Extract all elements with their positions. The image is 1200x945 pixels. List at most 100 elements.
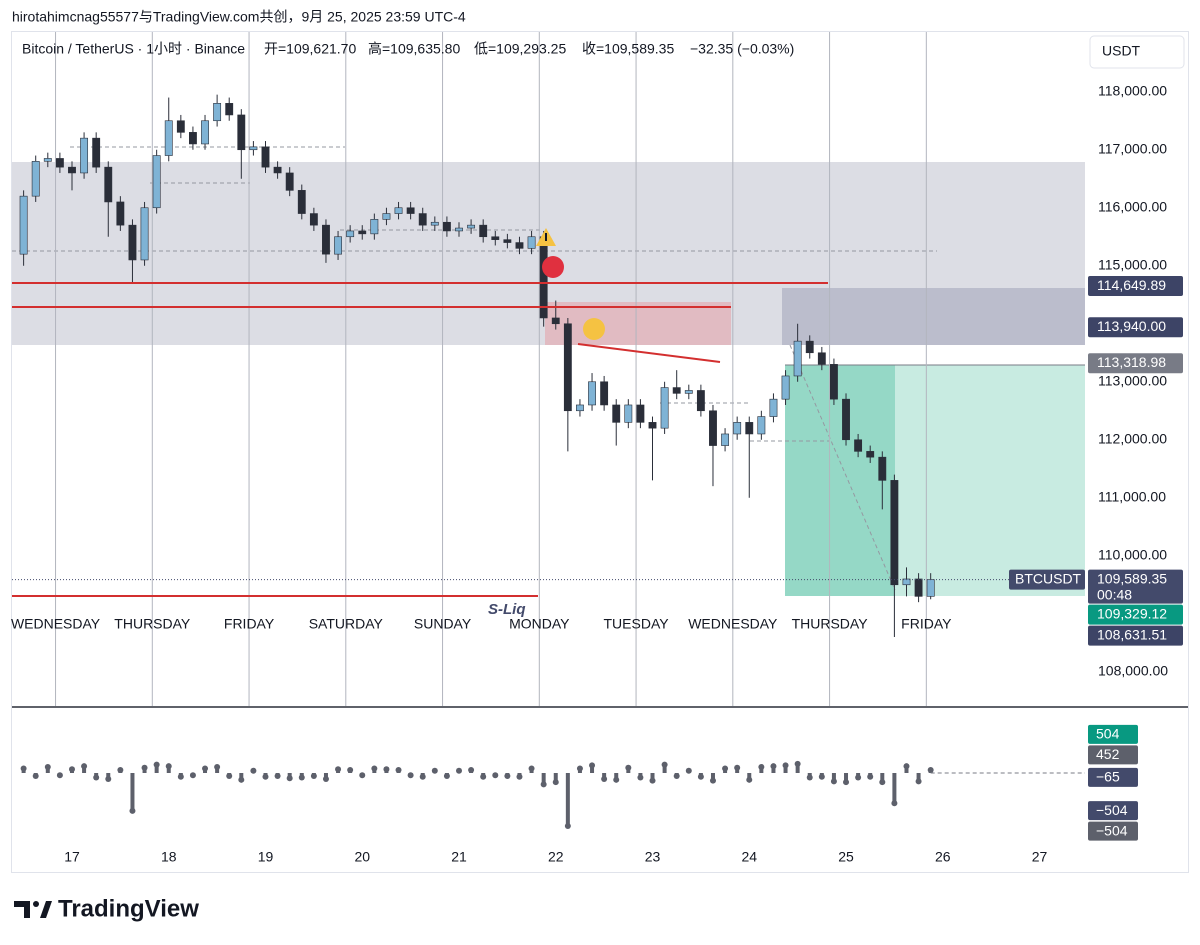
price-badge-label: 504 — [1096, 726, 1120, 742]
symbol-badge — [1009, 569, 1085, 590]
delta-dot — [310, 773, 317, 780]
trend-line — [577, 343, 721, 363]
delta-dot — [105, 776, 112, 783]
delta-dot — [891, 800, 898, 807]
delta-bar — [795, 763, 800, 773]
candle-body — [225, 103, 234, 116]
y-tick-label: 112,000.00 — [1098, 430, 1167, 446]
ohlc-close: 收=109,589.35 — [582, 41, 674, 57]
candle-body — [273, 166, 282, 174]
delta-dot — [722, 765, 729, 772]
price-badge-label: 113,940.00 — [1097, 318, 1166, 334]
delta-dot — [697, 773, 704, 780]
delta-dot — [347, 766, 354, 773]
currency-box[interactable] — [1089, 35, 1185, 69]
ohlc-change: −32.35 (−0.03%) — [690, 41, 794, 57]
session-label: FRIDAY — [224, 616, 275, 632]
delta-dot — [758, 763, 765, 770]
price-badge — [1088, 801, 1138, 821]
delta-bar — [602, 773, 607, 780]
candle-body — [612, 404, 621, 423]
candle-body — [455, 227, 463, 232]
delta-bar — [916, 773, 921, 782]
delta-bar — [565, 773, 570, 826]
logo — [14, 901, 52, 918]
delta-dot — [117, 766, 124, 773]
x-tick-label: 19 — [258, 849, 274, 865]
delta-bar — [154, 764, 159, 773]
price-badge-label: 452 — [1096, 746, 1120, 762]
delta-dot — [782, 762, 789, 769]
candle-body — [491, 236, 500, 240]
candle-body — [829, 364, 838, 400]
delta-dot — [576, 765, 583, 772]
delta-dot — [20, 765, 27, 772]
currency[interactable]: USDT — [1102, 43, 1141, 59]
delta-dot — [250, 767, 257, 774]
delta-dot — [843, 779, 850, 786]
candle-body — [914, 578, 923, 597]
delta-dot — [419, 773, 426, 780]
delta-dot — [189, 772, 196, 779]
candle-body — [660, 387, 669, 429]
price-badge-label: 108,631.51 — [1097, 626, 1167, 642]
candle-body — [92, 137, 101, 168]
candle-body — [128, 224, 137, 261]
candle-body — [418, 213, 427, 226]
candle-body — [43, 158, 52, 162]
candle-body — [684, 390, 693, 394]
candle-body — [648, 422, 657, 429]
session-label: WEDNESDAY — [11, 616, 101, 632]
candle-body — [334, 236, 342, 255]
x-tick-label: 22 — [548, 849, 564, 865]
candle-body — [624, 404, 633, 423]
candle-body — [261, 146, 270, 168]
delta-dot — [552, 779, 559, 786]
price-badge — [1088, 317, 1183, 338]
candle-body — [346, 230, 355, 238]
delta-dot — [226, 773, 233, 780]
delta-dot — [262, 773, 269, 780]
candle-body — [164, 120, 173, 156]
plot — [12, 32, 1085, 829]
delta-dot — [202, 765, 209, 772]
drawings-front: S-Liq — [12, 228, 828, 618]
candle-body — [430, 221, 439, 226]
ohlc-open: 开=109,621.70 — [264, 41, 356, 57]
price-badge-label: 109,329.12 — [1097, 605, 1167, 621]
delta-bar — [614, 773, 619, 780]
candle-body — [733, 422, 742, 435]
delta-dot — [867, 773, 874, 780]
candle-body — [709, 410, 717, 446]
delta-bar — [82, 766, 87, 773]
candle-body — [817, 352, 826, 365]
delta-bar — [710, 773, 715, 781]
ohlc-high: 高=109,635.80 — [368, 41, 460, 57]
delta-dot — [395, 766, 402, 773]
delta-dot — [129, 807, 136, 814]
delta-dot — [443, 773, 450, 780]
delta-dot — [335, 766, 342, 773]
zone — [545, 302, 731, 345]
delta-dot — [528, 765, 535, 772]
annotation: S-Liq — [488, 601, 526, 618]
price-badge-label: −65 — [1096, 769, 1120, 785]
y-tick-label: 115,000.00 — [1098, 256, 1167, 272]
candle-body — [842, 398, 850, 441]
candle-body — [140, 207, 149, 261]
delta-dot — [613, 776, 620, 783]
candle-body — [745, 422, 754, 435]
delta-dot — [68, 766, 75, 773]
delta-dot — [480, 773, 487, 780]
candle-body — [902, 578, 911, 586]
delta-dot — [818, 773, 825, 780]
delta-dot — [649, 777, 656, 784]
delta-dot — [540, 781, 547, 788]
delta-dot — [286, 775, 293, 782]
frame — [11, 31, 1189, 873]
price-badge — [1088, 353, 1183, 374]
price-badge-label: 109,589.35 — [1097, 570, 1167, 586]
candle-body — [406, 207, 415, 214]
candle-body — [152, 155, 161, 209]
